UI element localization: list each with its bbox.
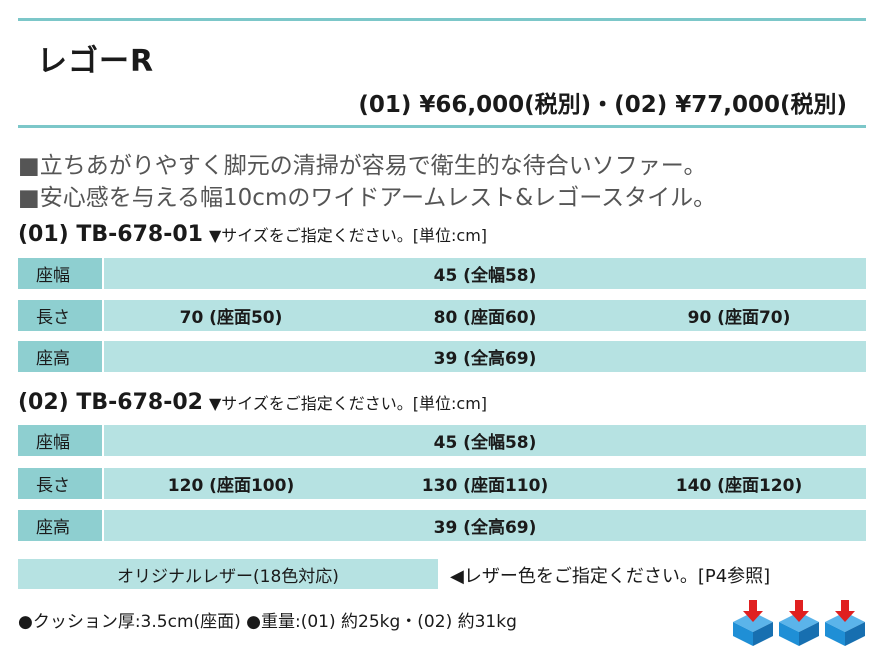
feature-line-2: ■安心感を与える幅10cmのワイドアームレスト&レゴースタイル。	[18, 185, 717, 211]
leather-color-note: ◀レザー色をご指定ください。[P4参照]	[450, 566, 771, 587]
price-rule	[18, 125, 866, 128]
row-value: 39 (全高69)	[104, 341, 866, 372]
size-row-seat-width: 座幅 45 (全幅58)	[18, 258, 866, 289]
value-cell: 39 (全高69)	[433, 518, 537, 538]
row-value: 45 (全幅58)	[104, 258, 866, 289]
size-row-seat-width: 座幅 45 (全幅58)	[18, 425, 866, 456]
size-row-length: 長さ 120 (座面100) 130 (座面110) 140 (座面120)	[18, 468, 866, 499]
row-value: 45 (全幅58)	[104, 425, 866, 456]
row-label: 座幅	[18, 258, 102, 289]
row-label: 座高	[18, 510, 102, 541]
size-note: ▼サイズをご指定ください。[単位:cm]	[208, 226, 488, 245]
row-label: 長さ	[18, 468, 102, 499]
value-cell: 70 (座面50)	[179, 308, 283, 328]
row-value: 120 (座面100) 130 (座面110) 140 (座面120)	[104, 468, 866, 499]
delivery-box-icon	[779, 600, 819, 646]
delivery-box-icon	[733, 600, 773, 646]
value-cell: 130 (座面110)	[421, 476, 549, 496]
size-row-seat-height: 座高 39 (全高69)	[18, 341, 866, 372]
row-value: 70 (座面50) 80 (座面60) 90 (座面70)	[104, 300, 866, 331]
size-row-length: 長さ 70 (座面50) 80 (座面60) 90 (座面70)	[18, 300, 866, 331]
value-cell: 140 (座面120)	[675, 476, 803, 496]
value-cell: 45 (全幅58)	[433, 266, 537, 286]
model-code: (02) TB-678-02	[18, 390, 203, 415]
specs-line: ●クッション厚:3.5cm(座面) ●重量:(01) 約25kg・(02) 約3…	[18, 612, 517, 632]
value-cell: 90 (座面70)	[687, 308, 791, 328]
row-label: 長さ	[18, 300, 102, 331]
model-heading-02: (02) TB-678-02 ▼サイズをご指定ください。[単位:cm]	[18, 390, 487, 415]
leather-option-box: オリジナルレザー(18色対応)	[18, 559, 438, 589]
model-code: (01) TB-678-01	[18, 222, 203, 247]
row-label: 座幅	[18, 425, 102, 456]
delivery-box-icon	[825, 600, 865, 646]
value-cell: 39 (全高69)	[433, 349, 537, 369]
feature-line-1: ■立ちあがりやすく脚元の清掃が容易で衛生的な待合いソファー。	[18, 153, 707, 179]
size-row-seat-height: 座高 39 (全高69)	[18, 510, 866, 541]
size-note: ▼サイズをご指定ください。[単位:cm]	[208, 394, 488, 413]
value-cell: 120 (座面100)	[167, 476, 295, 496]
price-line: (01) ¥66,000(税別)・(02) ¥77,000(税別)	[358, 92, 847, 118]
row-value: 39 (全高69)	[104, 510, 866, 541]
row-label: 座高	[18, 341, 102, 372]
value-cell: 45 (全幅58)	[433, 433, 537, 453]
top-rule	[18, 18, 866, 21]
value-cell: 80 (座面60)	[433, 308, 537, 328]
delivery-icons	[731, 600, 867, 646]
product-title: レゴーR	[37, 44, 155, 79]
model-heading-01: (01) TB-678-01 ▼サイズをご指定ください。[単位:cm]	[18, 222, 487, 247]
